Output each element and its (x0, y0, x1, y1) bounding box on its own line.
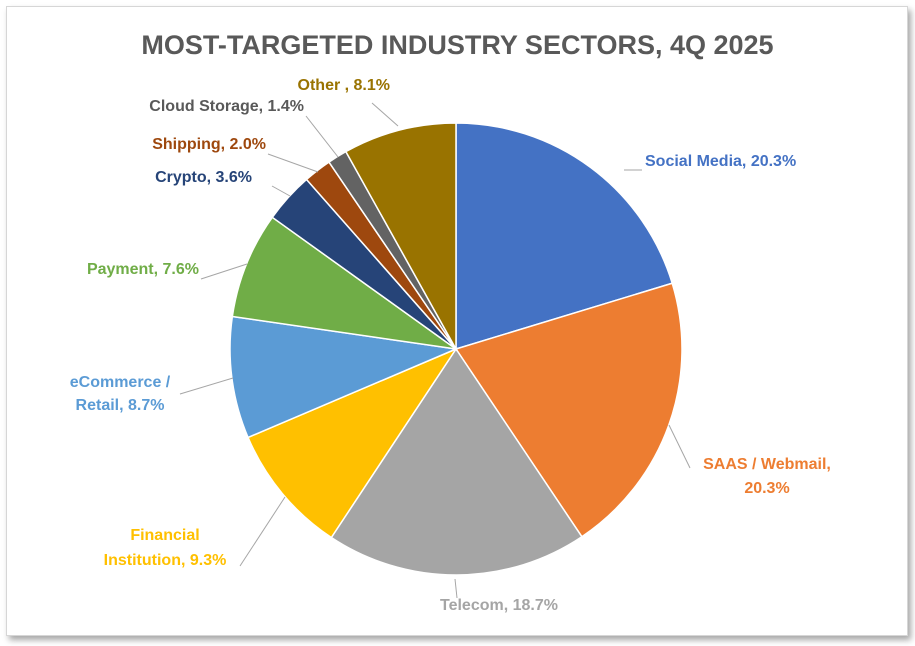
chart-title: MOST-TARGETED INDUSTRY SECTORS, 4Q 2025 (141, 30, 774, 60)
pie-slice-financial-institution (247, 347, 459, 539)
leader-line-other (371, 102, 399, 127)
data-label-saas-webmail: SAAS / Webmail, 20.3% (703, 456, 831, 497)
leader-line-telecom (454, 578, 458, 599)
leader-line-cloud-storage (305, 115, 339, 158)
data-label-ecommerce-retail: eCommerce / Retail, 8.7% (70, 374, 171, 414)
leader-line-saas-webmail (668, 424, 691, 469)
pie-slice-telecom (330, 347, 583, 576)
pie-slice-social-media (455, 122, 674, 351)
leader-line-financial-institution (239, 496, 286, 567)
data-label-financial-institution: Financial Institution, 9.3% (104, 527, 227, 569)
data-label-payment: Payment, 7.6% (87, 261, 199, 278)
leader-line-shipping (267, 153, 319, 173)
data-label-cloud-storage: Cloud Storage, 1.4% (149, 98, 304, 115)
data-label-crypto: Crypto, 3.6% (155, 169, 252, 186)
leader-line-payment (200, 263, 248, 280)
leader-line-ecommerce-retail (179, 377, 234, 395)
data-label-social-media: Social Media, 20.3% (645, 153, 796, 170)
pie-slice-saas-webmail (454, 282, 683, 538)
pie-slice-other (344, 122, 457, 352)
data-label-telecom: Telecom, 18.7% (440, 597, 558, 614)
data-label-shipping: Shipping, 2.0% (152, 136, 266, 153)
leader-line-crypto (271, 185, 291, 197)
data-label-other: Other , 8.1% (298, 77, 390, 94)
